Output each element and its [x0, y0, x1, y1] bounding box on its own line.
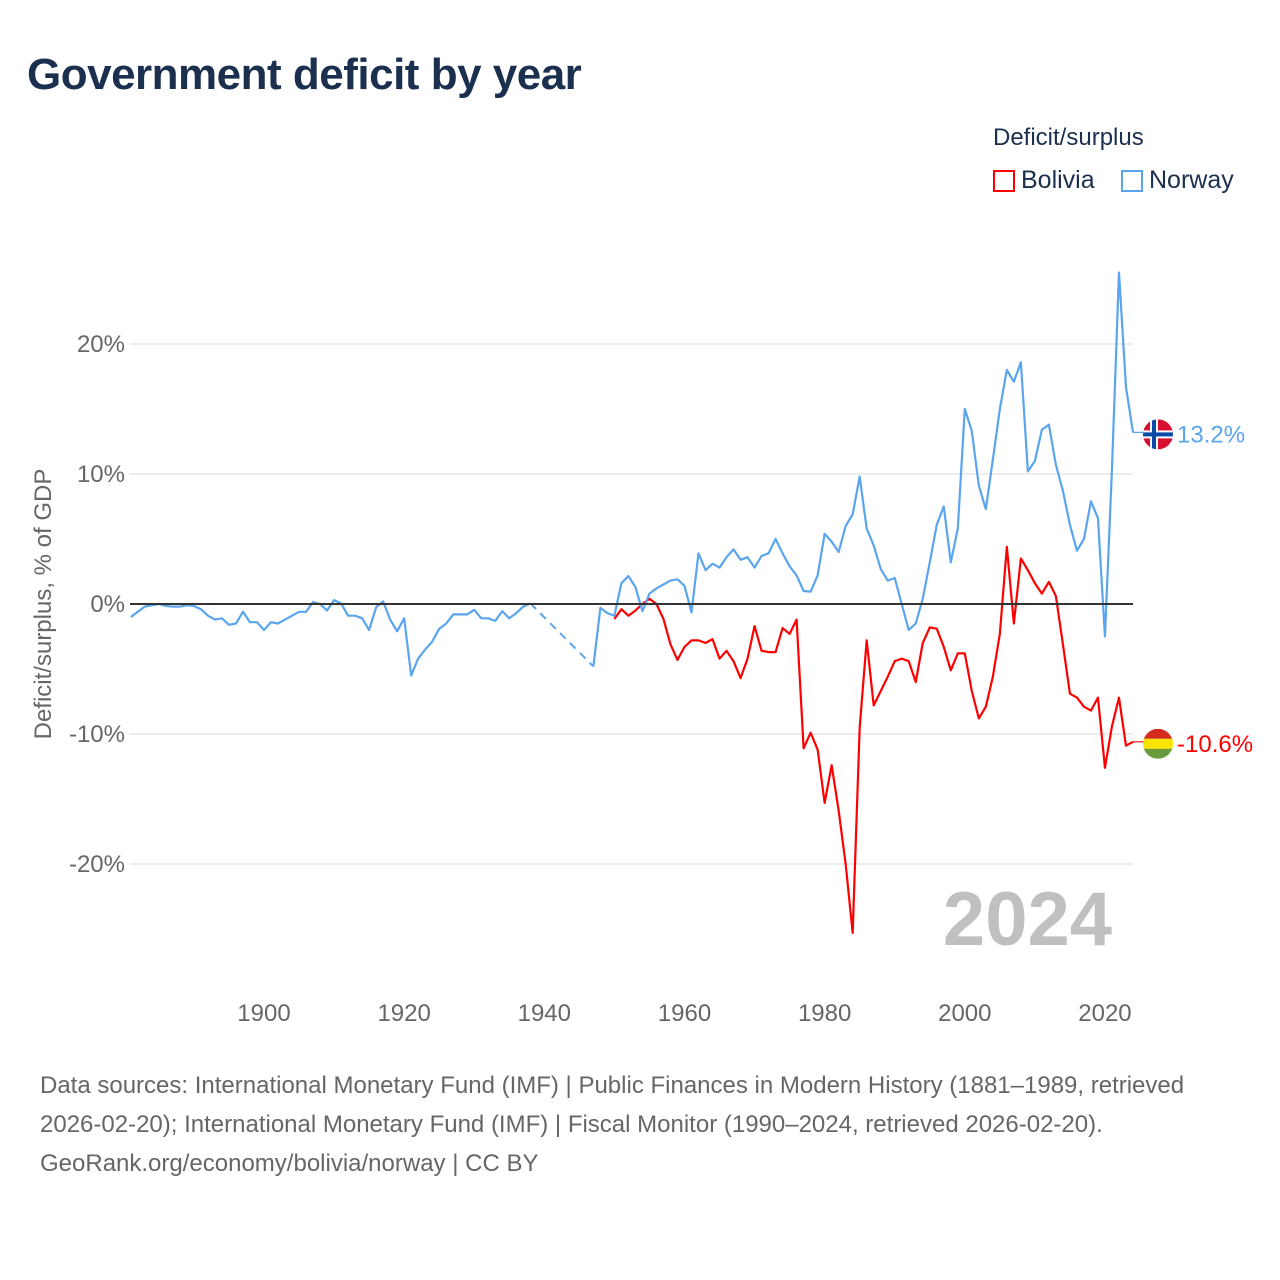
flag-stripe-red [1143, 728, 1173, 739]
data-sources: Data sources: International Monetary Fun… [40, 1072, 1185, 1138]
legend-label-bolivia: Bolivia [1021, 166, 1095, 194]
flag-body [1143, 728, 1173, 759]
x-tick-label: 1960 [658, 1000, 711, 1027]
legend-swatch-norway [1121, 169, 1143, 192]
y-tick-label: 0% [90, 591, 125, 618]
credit-link[interactable]: GeoRank.org/economy/bolivia/norway | CC … [40, 1150, 539, 1177]
series-line-bolivia [613, 545, 1134, 934]
flag-body [1143, 419, 1173, 450]
y-tick-label: 20% [77, 331, 125, 358]
x-tick-label: 2020 [1078, 1000, 1131, 1027]
flag-bolivia-icon [1143, 728, 1173, 759]
legend-swatch-bolivia [993, 169, 1015, 192]
series-gap-norway [529, 602, 595, 668]
legend-label-norway: Norway [1149, 166, 1234, 194]
series-line-norway [592, 271, 1135, 667]
y-tick-label: 10% [77, 461, 125, 488]
y-tick-label: -20% [69, 851, 125, 878]
x-tick-label: 1920 [377, 1000, 430, 1027]
chart-title: Government deficit by year [27, 50, 582, 99]
flag-stripe-yellow [1143, 738, 1173, 749]
legend-title: Deficit/surplus [993, 124, 1144, 151]
y-axis-label: Deficit/surplus, % of GDP [30, 469, 57, 740]
flag-stripe-green [1143, 748, 1173, 759]
year-label: 2024 [943, 877, 1112, 962]
series-line-norway [130, 599, 531, 677]
x-tick-label: 1900 [237, 1000, 290, 1027]
x-tick-label: 1940 [518, 1000, 571, 1027]
flag-norway-icon [1143, 419, 1173, 450]
y-tick-label: -10% [69, 721, 125, 748]
x-tick-label: 1980 [798, 1000, 851, 1027]
legend-item-norway[interactable]: Norway [1121, 166, 1234, 195]
footer: Data sources: International Monetary Fun… [40, 1066, 1240, 1183]
legend-item-bolivia[interactable]: Bolivia [993, 166, 1095, 195]
x-tick-label: 2000 [938, 1000, 991, 1027]
flag-cross-blue [1143, 432, 1173, 437]
end-value-label-norway: 13.2% [1177, 421, 1245, 448]
end-value-label-bolivia: -10.6% [1177, 731, 1253, 758]
